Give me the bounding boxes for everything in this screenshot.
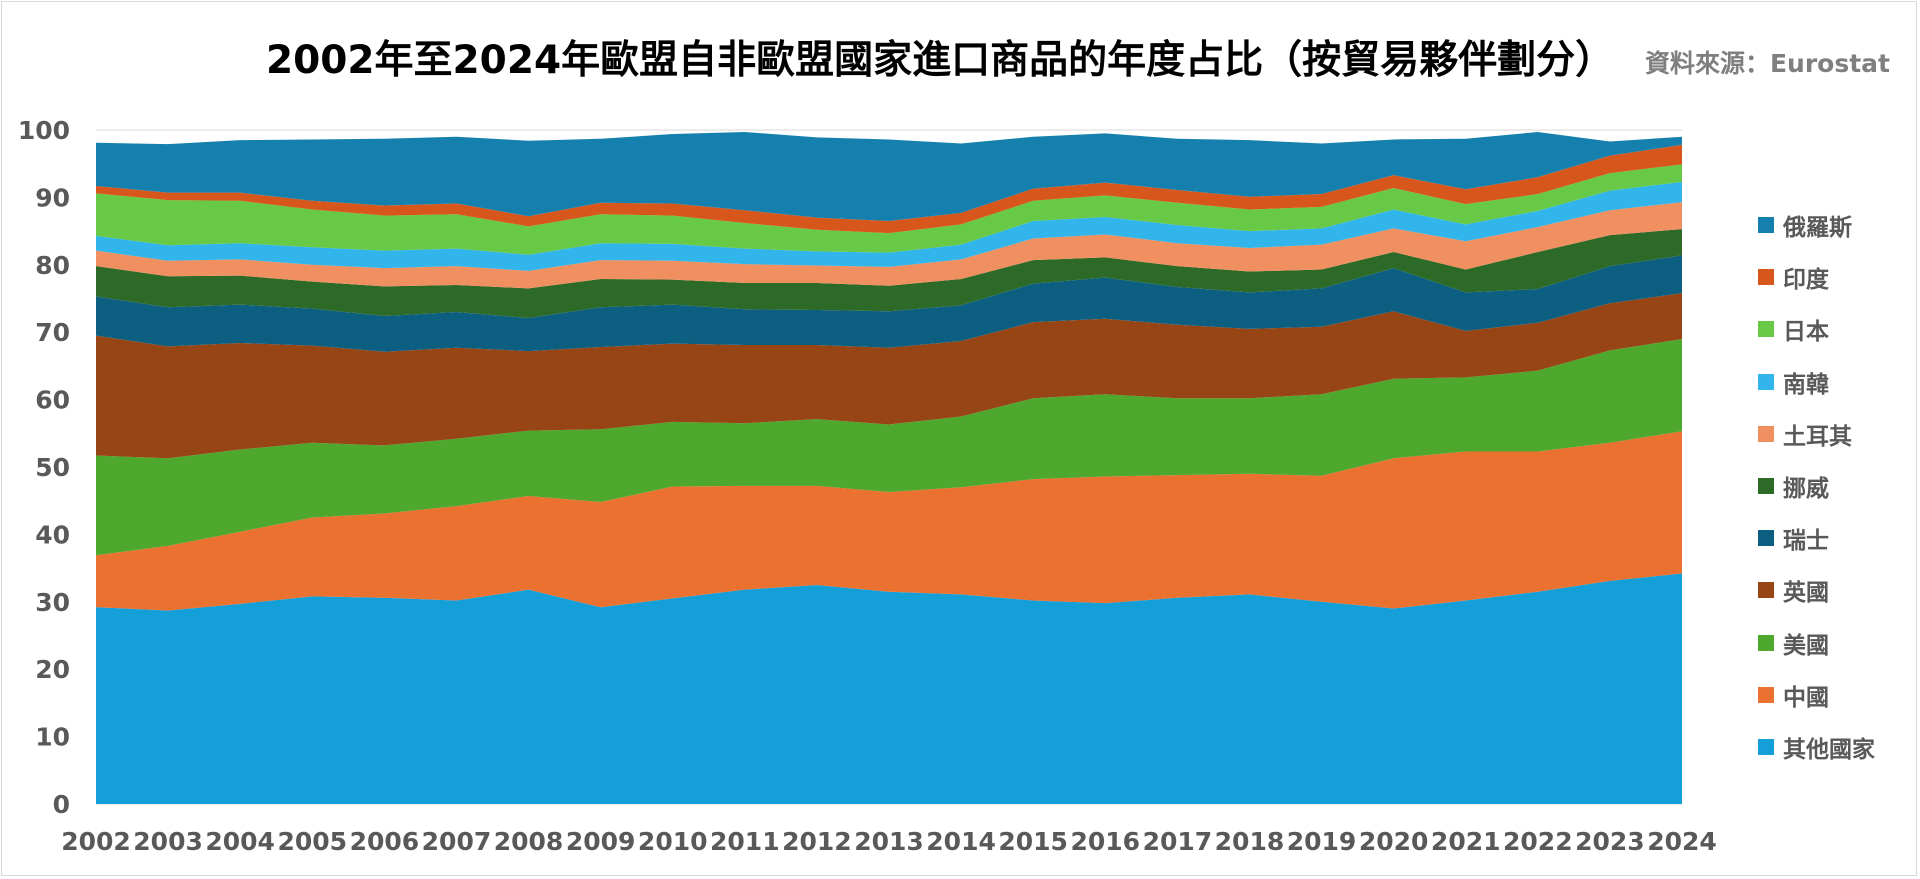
area-series-其他國家 (96, 573, 1682, 804)
legend-swatch (1758, 425, 1774, 442)
y-tick-label: 10 (35, 723, 70, 752)
x-tick-label: 2011 (710, 827, 780, 856)
area-series-日本 (96, 164, 1682, 255)
legend-label: 英國 (1783, 580, 1829, 607)
x-tick-label: 2012 (782, 827, 852, 856)
y-tick-label: 20 (35, 655, 70, 684)
chart-title: 2002年至2024年歐盟自非歐盟國家進口商品的年度占比（按貿易夥伴劃分） (266, 38, 1615, 83)
area-series-英國 (96, 293, 1682, 459)
legend-item: 南韓 (1758, 367, 1829, 398)
area-series (96, 132, 1682, 804)
x-tick-label: 2014 (926, 827, 996, 856)
area-series-土耳其 (96, 202, 1682, 289)
y-tick-label: 50 (35, 453, 70, 482)
legend-item: 印度 (1758, 262, 1829, 294)
x-tick-label: 2021 (1431, 827, 1501, 856)
x-tick-label: 2009 (566, 827, 636, 856)
x-tick-label: 2013 (854, 827, 924, 856)
legend-swatch (1758, 321, 1774, 338)
area-series-中國 (96, 431, 1682, 611)
area-series-美國 (96, 338, 1682, 556)
x-tick-label: 2015 (998, 827, 1068, 856)
x-tick-label: 2023 (1575, 827, 1645, 856)
legend-label: 俄羅斯 (1783, 215, 1852, 241)
legend-item: 美國 (1758, 628, 1829, 659)
legend-item: 土耳其 (1758, 419, 1852, 450)
legend-item: 中國 (1758, 680, 1829, 711)
legend-item: 其他國家 (1758, 732, 1875, 763)
y-tick-label: 90 (35, 183, 70, 212)
x-tick-label: 2017 (1143, 827, 1213, 856)
y-tick-label: 100 (18, 116, 70, 145)
x-tick-label: 2016 (1070, 827, 1140, 856)
x-tick-label: 2004 (205, 827, 275, 856)
legend-label: 其他國家 (1783, 737, 1875, 763)
y-tick-label: 0 (53, 790, 70, 819)
x-tick-label: 2002 (61, 827, 131, 856)
legend-swatch (1758, 373, 1774, 390)
x-tick-label: 2020 (1359, 827, 1429, 856)
legend-item: 挪威 (1758, 471, 1829, 502)
x-tick-label: 2003 (133, 827, 203, 856)
legend-label: 挪威 (1783, 476, 1829, 502)
area-series-瑞士 (96, 255, 1682, 352)
legend-swatch (1758, 217, 1774, 233)
x-tick-label: 2005 (277, 827, 347, 856)
legend-label: 印度 (1783, 267, 1829, 294)
x-tick-label: 2010 (638, 827, 708, 856)
y-tick-label: 40 (35, 520, 70, 549)
legend-item: 瑞士 (1758, 523, 1829, 555)
x-tick-label: 2019 (1287, 827, 1357, 856)
y-tick-label: 70 (35, 318, 70, 347)
source-note: 資料來源：Eurostat (1644, 49, 1890, 78)
legend-swatch (1758, 686, 1774, 703)
area-series-俄羅斯 (96, 132, 1682, 221)
legend-item: 日本 (1758, 314, 1829, 346)
x-tick-label: 2018 (1215, 827, 1285, 856)
y-tick-label: 80 (35, 251, 70, 280)
legend-item: 俄羅斯 (1758, 210, 1852, 241)
legend-swatch (1758, 634, 1774, 651)
x-tick-label: 2006 (350, 827, 420, 856)
x-tick-label: 2008 (494, 827, 564, 856)
area-series-南韓 (96, 181, 1682, 271)
legend-label: 南韓 (1783, 371, 1829, 398)
legend-label: 中國 (1783, 684, 1829, 711)
y-tick-label: 30 (35, 588, 70, 617)
legend-label: 瑞士 (1783, 528, 1829, 555)
legend-swatch (1758, 478, 1774, 494)
legend-label: 美國 (1783, 632, 1829, 659)
x-tick-label: 2022 (1503, 827, 1573, 856)
area-series-挪威 (96, 229, 1682, 319)
legend-label: 日本 (1783, 319, 1829, 346)
legend-swatch (1758, 269, 1774, 286)
legend-swatch (1758, 739, 1774, 755)
x-tick-label: 2024 (1647, 827, 1717, 856)
legend-item: 英國 (1758, 575, 1829, 607)
legend-swatch (1758, 530, 1774, 547)
legend-swatch (1758, 582, 1774, 599)
y-tick-label: 60 (35, 386, 70, 415)
legend-label: 土耳其 (1783, 423, 1852, 450)
x-tick-label: 2007 (422, 827, 492, 856)
area-series-印度 (96, 144, 1682, 234)
